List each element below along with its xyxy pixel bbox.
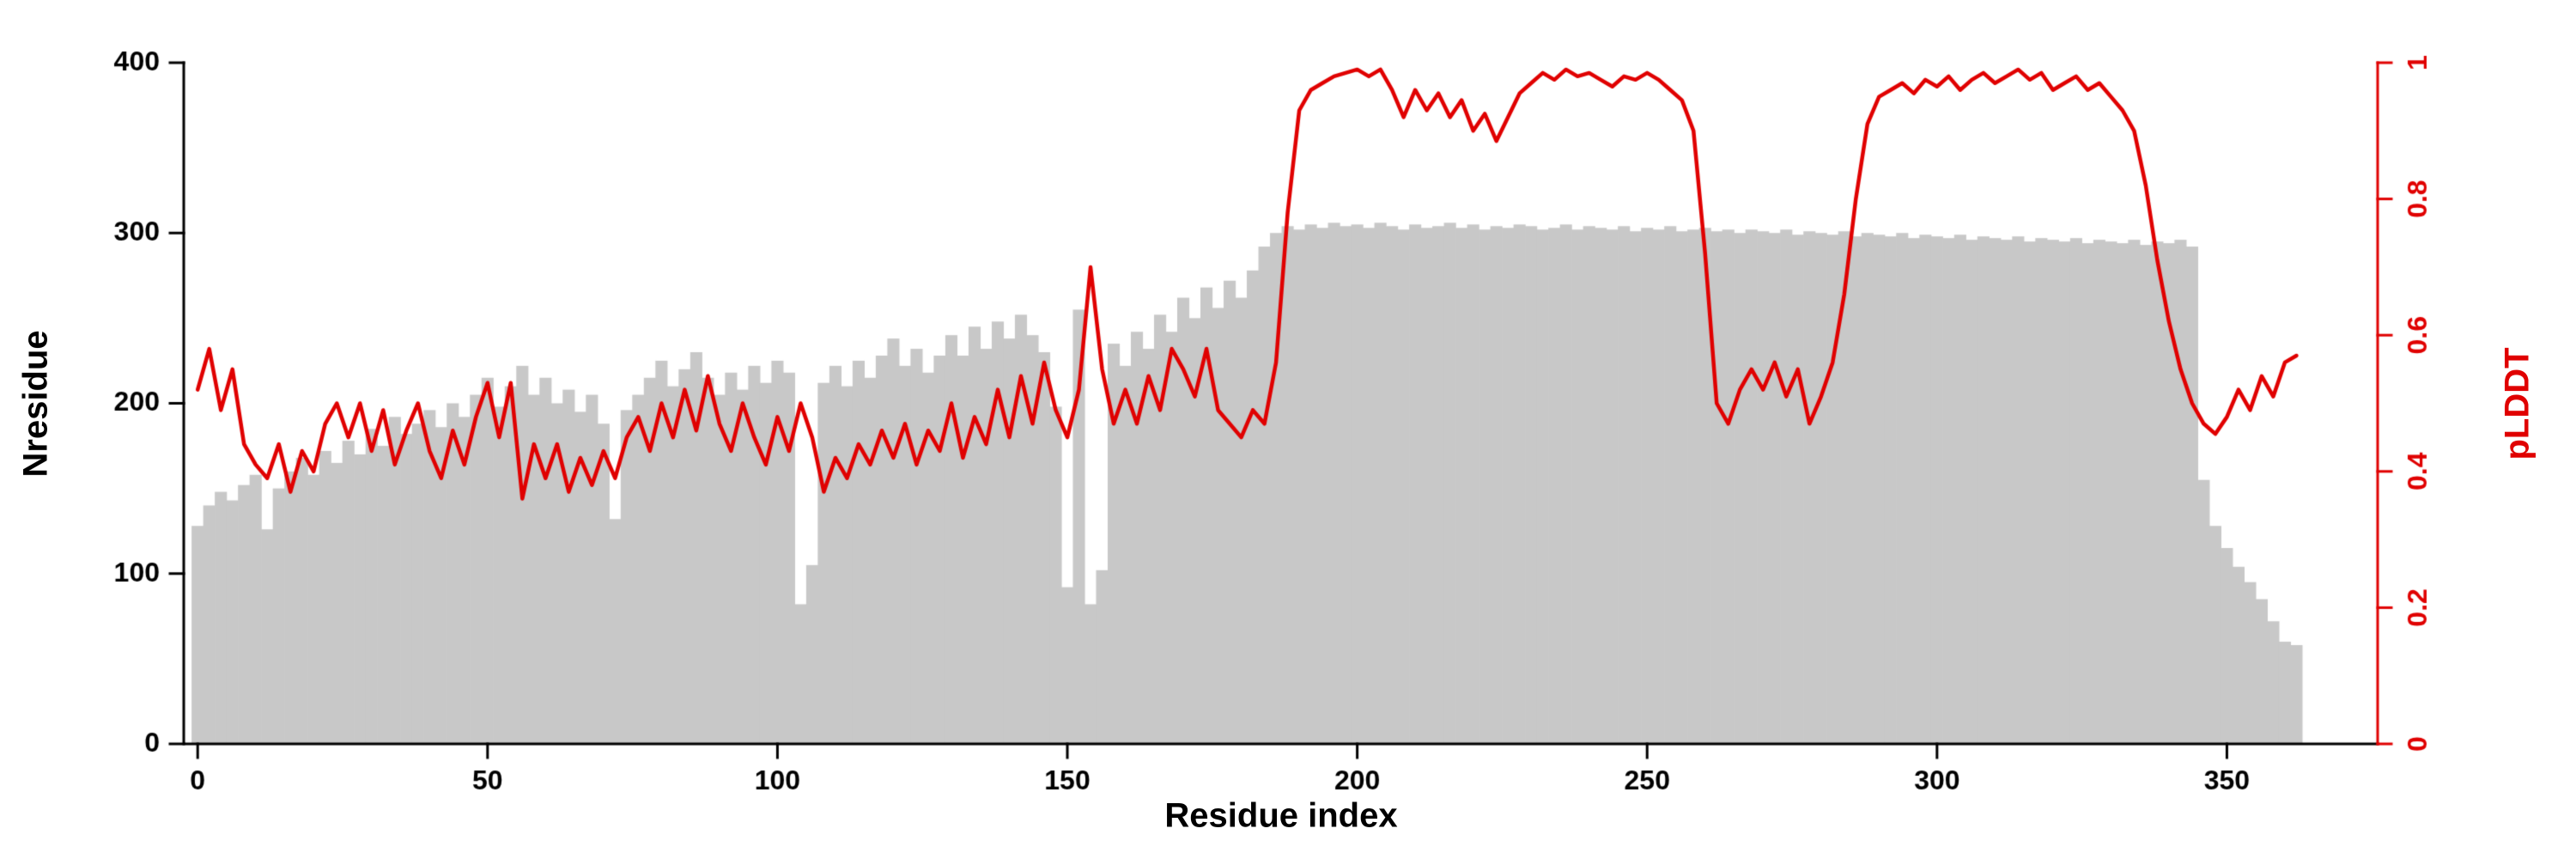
y-axis-label-left: Nresidue <box>16 330 55 478</box>
y-axis-label-right: pLDDT <box>2498 347 2537 460</box>
x-axis-label: Residue index <box>1164 796 1398 835</box>
